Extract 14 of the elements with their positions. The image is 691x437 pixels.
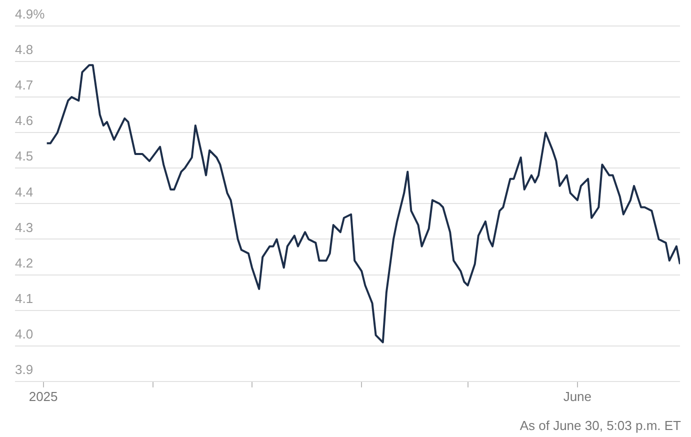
x-tick-label: June — [563, 388, 592, 404]
y-tick-label: 4.2 — [15, 255, 34, 270]
text: As of June 30, 5:03 p.m. ET — [520, 418, 681, 433]
y-tick-label: 4.0 — [15, 326, 34, 342]
y-tick-label: 4.5 — [15, 148, 34, 164]
y-tick-label: 4.6 — [15, 113, 34, 128]
y-tick-label: 4.8 — [15, 42, 34, 58]
x-tick-label: 2025 — [28, 388, 58, 404]
y-tick-label: 4.9% — [15, 6, 46, 22]
y-tick-label: 4.7 — [15, 78, 34, 93]
y-tick-label: 3.9 — [15, 362, 34, 377]
y-tick-label: 4.4 — [15, 184, 34, 200]
y-tick-label: 4.1 — [15, 290, 34, 306]
y-tick-label: 4.3 — [15, 220, 34, 235]
